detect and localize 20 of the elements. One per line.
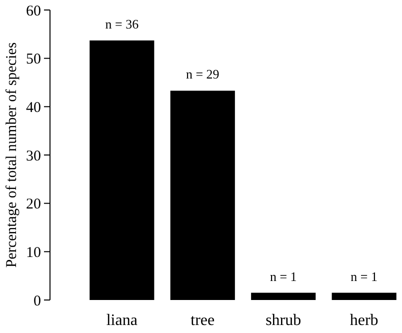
bar — [170, 90, 235, 300]
bar — [332, 292, 396, 300]
x-tick-label: herb — [350, 312, 378, 329]
y-tick-label: 60 — [26, 3, 41, 20]
annotation: n = 1 — [270, 268, 297, 284]
y-tick-label: 0 — [34, 293, 41, 310]
y-tick-label: 10 — [26, 244, 41, 261]
bar — [251, 292, 316, 300]
annotation: n = 36 — [105, 16, 140, 32]
y-axis-title: Percentage of total number of species — [4, 42, 20, 268]
x-tick-label: shrub — [266, 312, 302, 329]
x-tick-label: tree — [190, 312, 215, 329]
y-tick-label: 30 — [26, 148, 41, 164]
y-tick-label: 40 — [26, 100, 41, 116]
bar — [90, 40, 154, 300]
y-tick-label: 50 — [26, 52, 41, 68]
x-tick-label: liana — [106, 312, 138, 329]
y-tick-label: 20 — [26, 196, 41, 213]
annotation: n = 29 — [186, 66, 220, 82]
annotation: n = 1 — [350, 268, 378, 284]
